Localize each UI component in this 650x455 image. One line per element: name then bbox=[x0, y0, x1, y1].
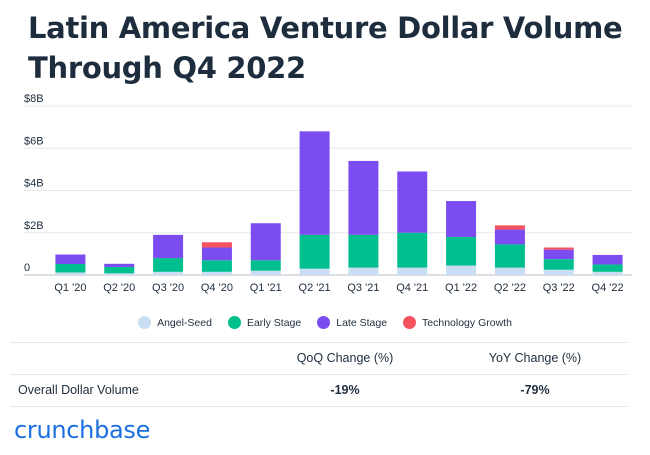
legend-label-technology-growth: Technology Growth bbox=[422, 316, 512, 329]
x-tick-label: Q1 '20 bbox=[54, 282, 86, 294]
bar-segment bbox=[201, 247, 232, 261]
x-tick-label: Q4 '22 bbox=[592, 282, 624, 294]
x-tick-label: Q2 '20 bbox=[103, 282, 135, 294]
yoy-header: YoY Change (%) bbox=[488, 351, 582, 365]
bar-segment bbox=[494, 225, 525, 230]
qoq-header: QoQ Change (%) bbox=[296, 351, 394, 365]
bar-segment bbox=[299, 234, 330, 269]
bar-segment bbox=[592, 271, 623, 275]
x-tick-label: Q4 '21 bbox=[396, 282, 428, 294]
stats-table: QoQ Change (%) YoY Change (%) Overall Do… bbox=[10, 342, 628, 407]
x-tick-label: Q1 '21 bbox=[250, 282, 282, 294]
bar-segment bbox=[397, 171, 428, 233]
bar-segment bbox=[397, 267, 428, 275]
x-tick-label: Q2 '21 bbox=[299, 282, 331, 294]
x-axis-ticks: Q1 '20 Q2 '20 Q3 '20 Q4 '20 Q1 '21 Q2 '21 Q3 '… bbox=[54, 282, 623, 294]
bar-segment bbox=[397, 232, 428, 268]
bar-segment bbox=[55, 264, 86, 273]
bar-segment bbox=[348, 160, 379, 235]
bar-segment bbox=[348, 234, 379, 268]
legend-swatch-technology-growth bbox=[403, 316, 417, 329]
stats-data-row: Overall Dollar Volume -19% -79% bbox=[10, 374, 628, 407]
bar-segment bbox=[592, 254, 623, 265]
bar-segment bbox=[446, 265, 477, 275]
legend-swatch-late-stage bbox=[317, 316, 331, 329]
legend-swatch-angel-seed bbox=[138, 316, 152, 329]
bar-segment bbox=[543, 259, 574, 270]
bar-segment bbox=[543, 247, 574, 250]
bar-segment bbox=[299, 268, 330, 275]
x-tick-label: Q1 '22 bbox=[445, 282, 477, 294]
yoy-value: -79% bbox=[520, 383, 550, 397]
y-axis-ticks: 0 $2B $4B $6B $8B bbox=[24, 93, 44, 274]
bar-segment bbox=[104, 273, 135, 275]
bar-segment bbox=[446, 236, 477, 266]
x-tick-label: Q3 '21 bbox=[347, 282, 379, 294]
bar-segment bbox=[104, 266, 135, 274]
bar-segment bbox=[201, 271, 232, 275]
bar-segment bbox=[543, 269, 574, 275]
bar-segment bbox=[250, 260, 281, 271]
bar-segment bbox=[494, 229, 525, 245]
legend-item-angel-seed: Angel-Seed bbox=[138, 316, 212, 329]
bar-segment bbox=[446, 201, 477, 237]
bar-segment bbox=[201, 242, 232, 248]
chart-legend: Angel-Seed Early Stage Late Stage Techno… bbox=[0, 316, 650, 329]
y-tick-label: $2B bbox=[24, 220, 44, 232]
x-tick-label: Q3 '20 bbox=[152, 282, 184, 294]
legend-label-late-stage: Late Stage bbox=[336, 316, 388, 329]
bar-segment bbox=[299, 131, 330, 235]
bar-segment bbox=[55, 254, 86, 265]
legend-item-late-stage: Late Stage bbox=[317, 316, 387, 329]
x-tick-label: Q2 '22 bbox=[494, 282, 526, 294]
legend-item-early-stage: Early Stage bbox=[227, 316, 302, 329]
qoq-value: -19% bbox=[330, 383, 360, 397]
bar-segment bbox=[153, 271, 184, 275]
x-tick-label: Q4 '20 bbox=[201, 282, 233, 294]
bar-segment bbox=[153, 234, 184, 259]
bar-segment bbox=[250, 270, 281, 275]
bar-segment bbox=[592, 264, 623, 272]
x-tick-label: Q3 '22 bbox=[543, 282, 575, 294]
legend-label-angel-seed: Angel-Seed bbox=[157, 316, 212, 329]
bar-segment bbox=[543, 249, 574, 260]
bar-segment bbox=[494, 267, 525, 275]
y-tick-label: $8B bbox=[24, 93, 44, 105]
y-tick-label: 0 bbox=[24, 262, 30, 274]
bar-segment bbox=[494, 244, 525, 268]
y-tick-label: $6B bbox=[24, 135, 44, 147]
bar-segment bbox=[104, 263, 135, 267]
bars bbox=[55, 131, 623, 275]
legend-swatch-early-stage bbox=[227, 316, 241, 329]
bar-segment bbox=[250, 223, 281, 261]
crunchbase-logo[interactable]: crunchbase bbox=[14, 416, 151, 444]
legend-item-technology-growth: Technology Growth bbox=[403, 316, 512, 329]
bar-segment bbox=[201, 260, 232, 272]
chart-title: Latin America Venture Dollar Volume Thro… bbox=[28, 11, 623, 85]
row-label: Overall Dollar Volume bbox=[18, 383, 139, 397]
legend-label-early-stage: Early Stage bbox=[246, 316, 302, 329]
bar-chart: 0$2B$4B$6B$8B Q1 '20 Q2 '20 Q3 '20 Q4 '20 Q1… bbox=[24, 93, 632, 294]
bar-segment bbox=[348, 267, 379, 275]
bar-segment bbox=[153, 258, 184, 272]
y-tick-label: $4B bbox=[24, 178, 44, 190]
stats-header-row: QoQ Change (%) YoY Change (%) bbox=[10, 342, 628, 374]
bar-segment bbox=[55, 272, 86, 275]
